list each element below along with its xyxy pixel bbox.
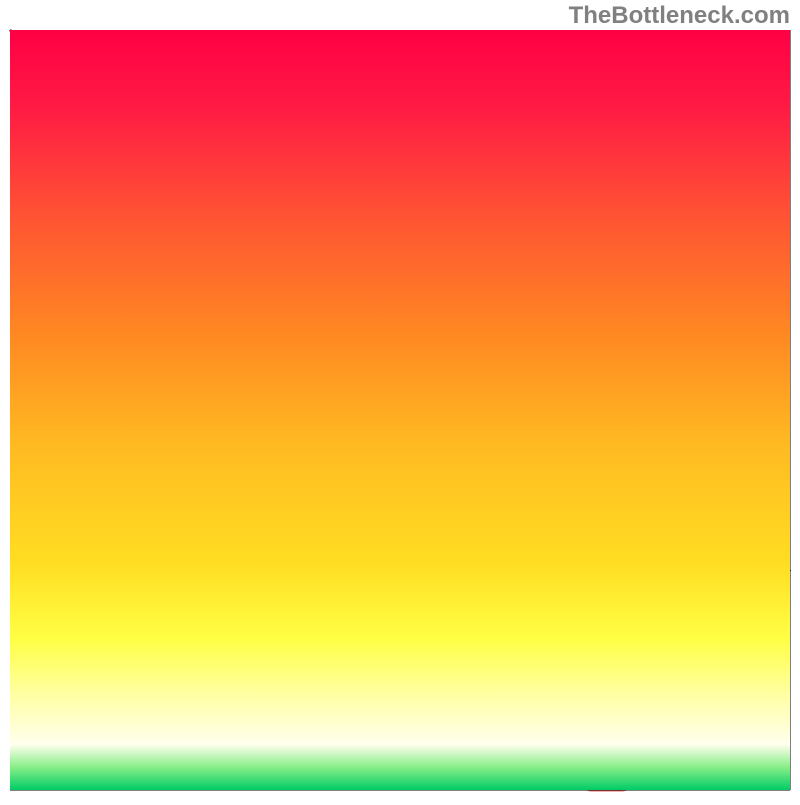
gradient-background xyxy=(10,30,790,790)
watermark-text: TheBottleneck.com xyxy=(569,2,790,30)
chart-container: TheBottleneck.com xyxy=(0,0,800,800)
